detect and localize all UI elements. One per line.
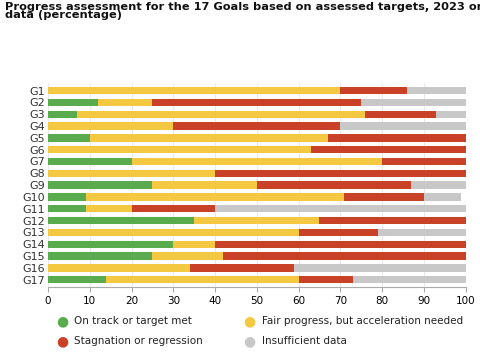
Bar (48, 241, 173, 248)
Bar (85, 205, 132, 212)
Bar (340, 122, 466, 130)
Bar (48, 276, 107, 284)
Bar (194, 217, 320, 224)
Text: Insufficient data: Insufficient data (262, 336, 347, 346)
Text: On track or target met: On track or target met (74, 316, 192, 326)
Bar (48, 193, 85, 201)
Bar (48, 252, 153, 260)
Bar (48, 87, 340, 94)
Bar (382, 158, 466, 165)
Bar (153, 252, 223, 260)
Bar (190, 264, 294, 272)
Bar (340, 87, 407, 94)
Text: Progress assessment for the 17 Goals based on assessed targets, 2023 or latest: Progress assessment for the 17 Goals bas… (5, 2, 480, 12)
Bar (48, 146, 311, 153)
Bar (48, 158, 132, 165)
Bar (294, 264, 466, 272)
Bar (85, 193, 345, 201)
Bar (48, 264, 190, 272)
Text: Fair progress, but acceleration needed: Fair progress, but acceleration needed (262, 316, 463, 326)
Bar (257, 182, 411, 189)
Bar (411, 182, 466, 189)
Bar (48, 205, 85, 212)
Bar (48, 217, 194, 224)
Bar (48, 229, 299, 236)
Bar (223, 252, 466, 260)
Text: ●: ● (56, 314, 69, 328)
Bar (299, 276, 353, 284)
Bar (48, 182, 153, 189)
Text: ●: ● (243, 314, 256, 328)
Text: Stagnation or regression: Stagnation or regression (74, 336, 203, 346)
Bar (48, 134, 90, 142)
Bar (173, 122, 340, 130)
Bar (424, 193, 461, 201)
Bar (153, 182, 257, 189)
Text: ●: ● (243, 334, 256, 348)
Bar (215, 241, 466, 248)
Bar (311, 146, 466, 153)
Bar (173, 241, 215, 248)
Bar (361, 99, 466, 106)
Bar (407, 87, 466, 94)
Bar (132, 158, 382, 165)
Bar (365, 111, 436, 118)
Bar (215, 170, 466, 177)
Bar (107, 276, 299, 284)
Bar (299, 229, 378, 236)
Bar (436, 111, 466, 118)
Bar (353, 276, 466, 284)
Bar (328, 134, 466, 142)
Bar (215, 205, 466, 212)
Bar (48, 111, 77, 118)
Bar (90, 134, 328, 142)
Bar (153, 99, 361, 106)
Bar (98, 99, 153, 106)
Text: data (percentage): data (percentage) (5, 10, 122, 20)
Bar (345, 193, 424, 201)
Bar (320, 217, 466, 224)
Bar (48, 170, 215, 177)
Bar (48, 122, 173, 130)
Bar (132, 205, 215, 212)
Bar (466, 252, 480, 260)
Bar (48, 99, 98, 106)
Bar (378, 229, 466, 236)
Text: ●: ● (56, 334, 69, 348)
Bar (77, 111, 365, 118)
